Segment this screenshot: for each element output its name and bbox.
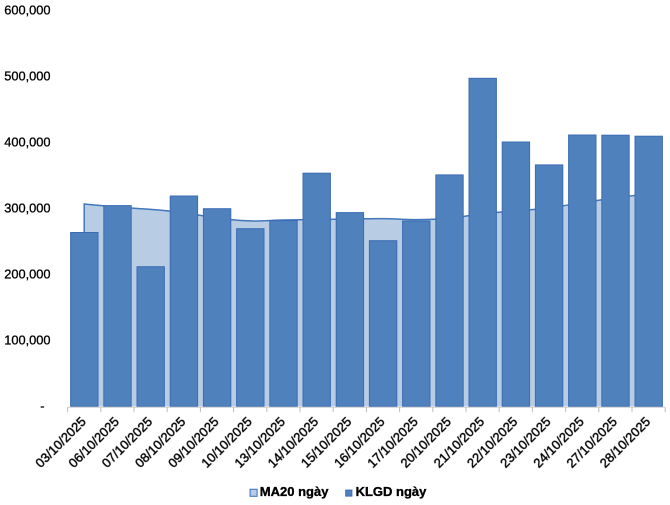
svg-text:-: -	[40, 399, 44, 414]
svg-text:300,000: 300,000	[4, 201, 50, 216]
svg-text:100,000: 100,000	[4, 333, 50, 348]
svg-text:200,000: 200,000	[4, 267, 50, 282]
svg-text:600,000: 600,000	[4, 3, 50, 18]
svg-text:400,000: 400,000	[4, 135, 50, 150]
svg-text:KLGD ngày: KLGD ngày	[356, 484, 428, 499]
svg-text:500,000: 500,000	[4, 69, 50, 84]
svg-text:MA20 ngày: MA20 ngày	[260, 484, 329, 499]
